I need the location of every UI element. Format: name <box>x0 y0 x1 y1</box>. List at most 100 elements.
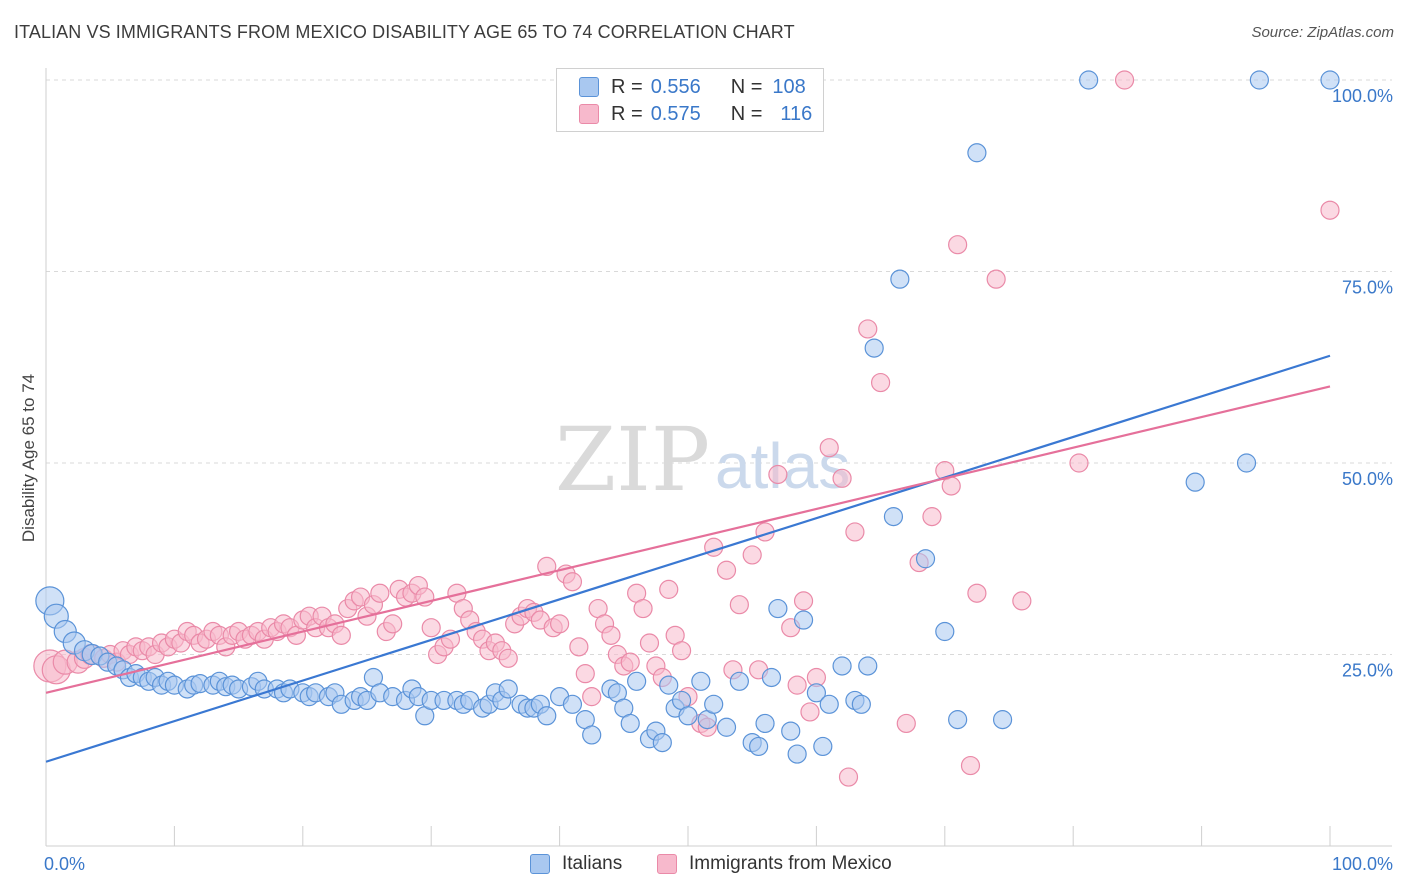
mexico-point <box>383 614 403 634</box>
italians-trend-line <box>45 354 1331 763</box>
italians-point <box>793 610 814 630</box>
italians-point <box>781 721 801 741</box>
italians-point <box>704 694 724 714</box>
italians-point <box>813 736 833 757</box>
legend-r-value-mexico: 0.575 <box>650 102 701 125</box>
x-tick-label: 100.0% <box>1332 854 1393 874</box>
italians-point <box>716 717 737 737</box>
mexico-point <box>1012 591 1032 611</box>
legend-n-label: N = <box>730 75 763 98</box>
mexico-point <box>967 583 987 603</box>
italians-point <box>562 694 583 714</box>
mexico-point <box>582 687 602 707</box>
y-axis-label: Disability Age 65 to 74 <box>19 374 38 542</box>
legend-row-italians: R = 0.556 N = 108 <box>579 74 806 100</box>
mexico-point <box>498 648 518 668</box>
bottom-swatch-mexico <box>657 854 677 874</box>
trend-lines <box>45 354 1331 763</box>
italians-point <box>948 710 968 730</box>
legend-swatch-italians <box>579 77 599 97</box>
mexico-point <box>659 579 679 599</box>
italians-point <box>659 675 679 695</box>
italians-point <box>806 683 827 703</box>
mexico-point <box>569 637 589 657</box>
mexico-point <box>1114 70 1135 90</box>
italians-point <box>851 694 871 714</box>
italians-point <box>1320 70 1340 90</box>
italians-point <box>1236 453 1257 473</box>
italians-point <box>967 143 987 163</box>
grid-lines <box>46 79 1392 655</box>
italians-point <box>691 671 711 691</box>
y-tick-label: 25.0% <box>1342 661 1393 681</box>
mexico-point <box>832 468 852 488</box>
x-tick-label: 0.0% <box>44 854 85 874</box>
italians-point <box>749 736 769 757</box>
mexico-point <box>620 652 640 672</box>
mexico-point <box>819 438 839 458</box>
mexico-point <box>1069 453 1089 473</box>
mexico-point <box>537 556 557 577</box>
italians-point <box>755 713 775 734</box>
mexico-point <box>562 572 583 592</box>
italians-point <box>992 710 1013 730</box>
mexico-point <box>793 591 814 611</box>
axes <box>45 68 1392 847</box>
italians-point <box>652 732 672 753</box>
legend-row-mexico: R = 0.575 N = 116 <box>579 101 812 127</box>
legend-n-label: N = <box>730 102 763 125</box>
mexico-point <box>370 583 390 603</box>
mexico-point <box>845 522 865 542</box>
mexico-point <box>941 476 961 496</box>
italians-point <box>858 656 878 676</box>
mexico-point <box>671 641 692 661</box>
italians-point <box>915 549 936 569</box>
italians-point <box>864 338 884 358</box>
italians-point <box>761 667 782 688</box>
italians-point <box>832 656 852 676</box>
italians-point <box>498 679 518 699</box>
mexico-point <box>896 713 916 734</box>
bottom-legend-italians-label: Italians <box>562 853 623 874</box>
italians-point <box>1079 70 1099 90</box>
legend-n-value-mexico: 116 <box>780 102 813 125</box>
italians-point <box>890 269 910 289</box>
bottom-legend-mexico: Immigrants from Mexico <box>657 852 892 876</box>
tick-labels: 25.0% 50.0% 75.0% 100.0% 0.0% 100.0% <box>44 86 1393 874</box>
mexico-point <box>633 598 653 619</box>
legend-box: R = 0.556 N = 108 R = 0.575 N = 116 <box>556 68 824 132</box>
watermark-zip: ZIP <box>555 408 710 511</box>
italians-point <box>787 744 807 764</box>
mexico-point <box>549 614 570 634</box>
mexico-point <box>768 464 788 485</box>
legend-r-label: R = <box>611 102 643 125</box>
mexico-point <box>331 625 351 645</box>
bottom-swatch-italians <box>530 854 550 874</box>
mexico-point <box>838 767 859 787</box>
legend-r-value-italians: 0.556 <box>650 75 701 98</box>
italians-point <box>537 706 557 726</box>
legend-n-value-italians: 108 <box>772 75 806 98</box>
mexico-point <box>922 507 942 527</box>
italians-point <box>1249 70 1269 90</box>
italians-point <box>768 598 788 619</box>
legend-swatch-mexico <box>579 104 599 124</box>
y-tick-label: 100.0% <box>1332 86 1393 106</box>
series-mexico-points <box>33 70 1340 787</box>
mexico-point <box>948 235 968 255</box>
italians-point <box>935 621 955 642</box>
bottom-legend-mexico-label: Immigrants from Mexico <box>689 853 892 874</box>
italians-point <box>729 671 749 691</box>
italians-point <box>582 725 602 745</box>
italians-point <box>819 694 839 714</box>
bottom-legend-italians: Italians <box>530 852 622 876</box>
y-tick-label: 75.0% <box>1342 278 1393 298</box>
italians-point <box>1185 472 1205 492</box>
mexico-point <box>1320 200 1340 220</box>
y-tick-label: 50.0% <box>1342 469 1393 489</box>
watermark: ZIP atlas <box>555 408 850 511</box>
source-label: Source: ZipAtlas.com <box>1251 24 1394 41</box>
mexico-point <box>960 755 981 776</box>
italians-point <box>620 713 640 734</box>
